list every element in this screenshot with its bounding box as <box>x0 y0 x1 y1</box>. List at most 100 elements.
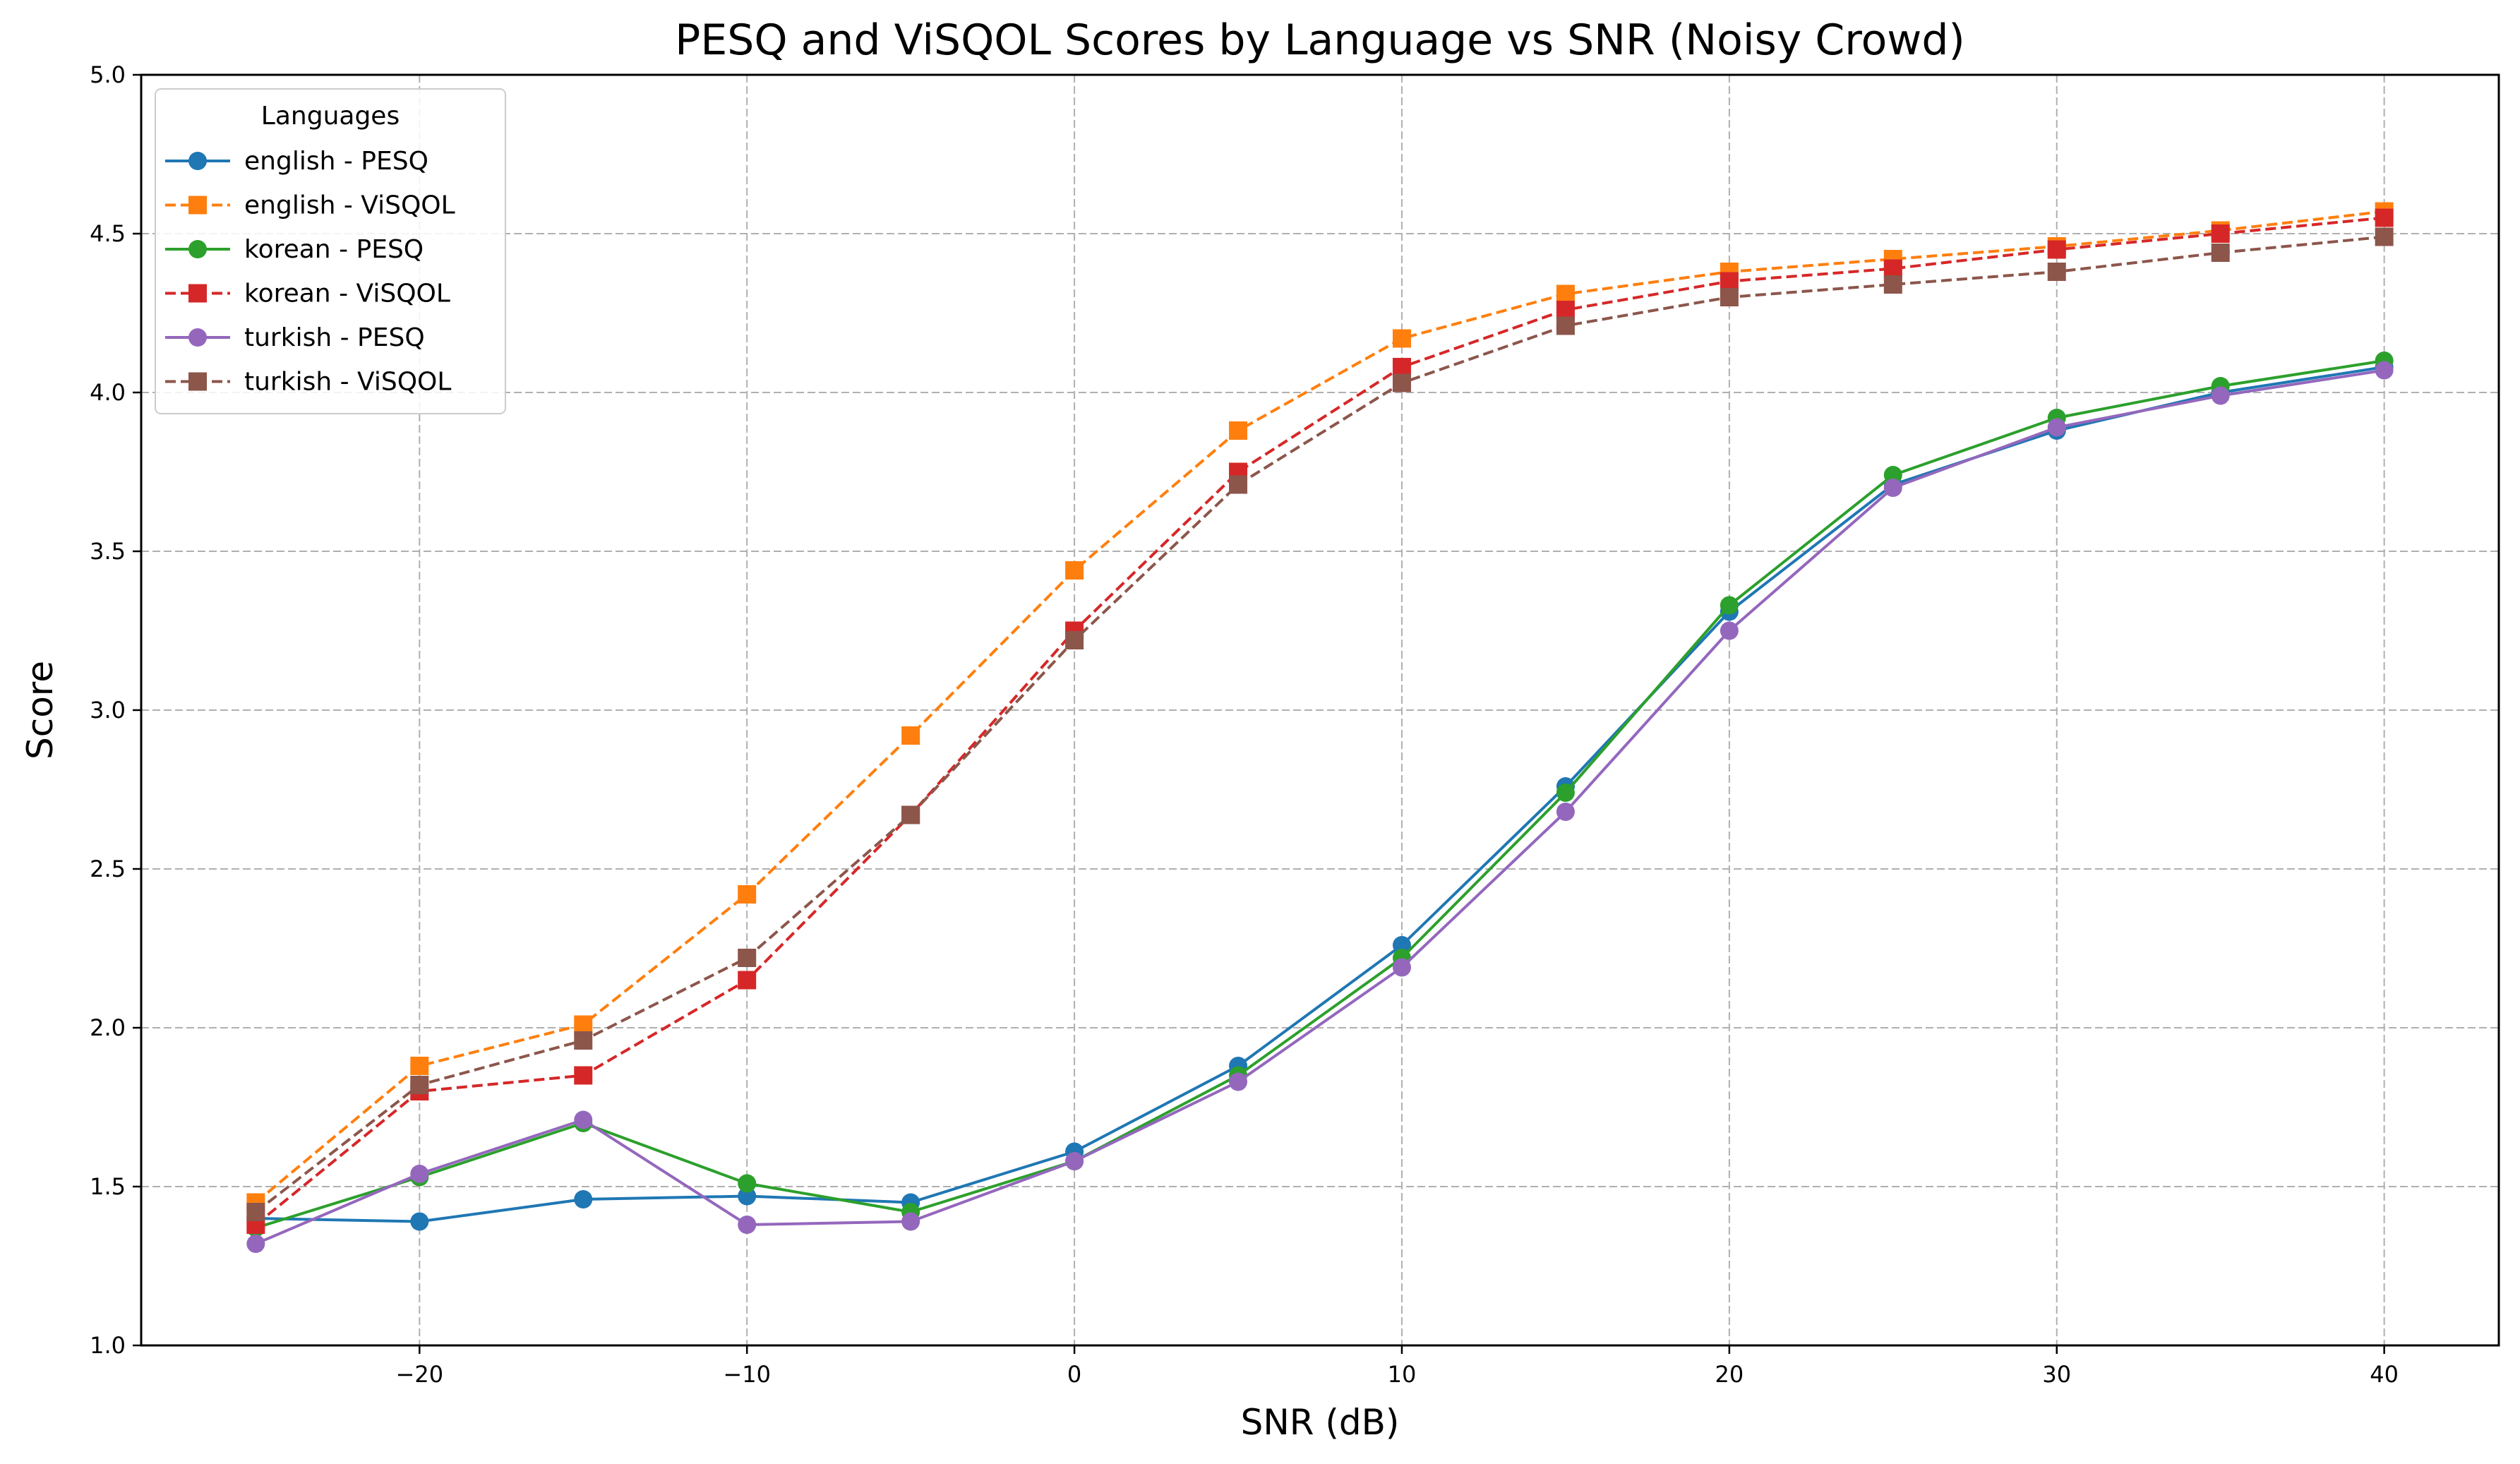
legend-box <box>155 88 506 414</box>
y-tick-label: 4.0 <box>90 379 126 406</box>
data-point <box>738 1174 757 1193</box>
data-point <box>246 1235 265 1253</box>
series-line <box>255 210 2384 1204</box>
x-tick-label: −20 <box>396 1361 444 1388</box>
data-point <box>738 949 757 967</box>
data-point <box>2375 208 2394 227</box>
data-point <box>2375 227 2394 246</box>
data-point <box>1720 288 1739 306</box>
legend-marker <box>188 240 207 258</box>
legend-entry: turkish - PESQ <box>165 323 425 352</box>
y-tick-label: 3.5 <box>90 538 126 565</box>
data-point <box>1720 596 1739 615</box>
ticks: −20 −10 0 10 20 30 40 1.0 1.5 2.0 2.5 3.0 3.5 4.0 4.5 5… <box>90 61 2399 1388</box>
legend-entry: turkish - ViSQOL <box>165 368 451 397</box>
x-tick-label: 30 <box>2042 1361 2071 1388</box>
legend-label: english - ViSQOL <box>244 191 455 220</box>
legend-marker <box>188 152 207 170</box>
data-point <box>246 1203 265 1221</box>
data-point <box>2047 240 2066 259</box>
data-point <box>1392 936 1411 954</box>
data-point <box>1392 329 1411 348</box>
data-point <box>901 1212 920 1231</box>
data-point <box>1883 259 1902 278</box>
data-point <box>1229 421 1248 440</box>
data-point <box>1229 1072 1248 1091</box>
x-tick-label: 0 <box>1067 1361 1081 1388</box>
x-tick-label: 40 <box>2370 1361 2399 1388</box>
data-point <box>1392 373 1411 392</box>
series-line <box>255 235 2384 1213</box>
x-tick-label: 20 <box>1715 1361 1744 1388</box>
data-point <box>901 805 920 824</box>
series-line <box>255 359 2384 1230</box>
data-point <box>1883 275 1902 294</box>
y-tick-label: 5.0 <box>90 61 126 88</box>
data-point <box>2211 244 2230 262</box>
data-point <box>1392 958 1411 977</box>
data-point <box>1720 621 1739 640</box>
legend: Languages english - PESQ english - ViSQOL k… <box>155 88 506 414</box>
data-point <box>1065 631 1084 649</box>
legend-title: Languages <box>261 102 400 131</box>
legend-marker <box>188 284 207 303</box>
data-point <box>1065 1152 1084 1170</box>
data-point <box>410 1165 429 1183</box>
legend-marker <box>188 328 207 347</box>
data-point <box>901 726 920 745</box>
y-tick-label: 1.0 <box>90 1332 126 1359</box>
data-point <box>1065 561 1084 580</box>
series-layer <box>246 202 2394 1253</box>
legend-marker <box>188 372 207 391</box>
data-point <box>2047 263 2066 281</box>
chart-title: PESQ and ViSQOL Scores by Language vs SN… <box>675 16 1965 65</box>
data-point <box>1883 479 1902 497</box>
data-point <box>574 1066 593 1085</box>
series-turkish-visqol <box>246 227 2394 1221</box>
data-point <box>1556 284 1575 304</box>
data-point <box>2375 361 2394 380</box>
series-line <box>255 216 2384 1226</box>
data-point <box>410 1212 429 1231</box>
data-point <box>738 971 757 990</box>
data-point <box>738 1216 757 1234</box>
legend-marker <box>188 196 207 215</box>
y-tick-label: 3.0 <box>90 697 126 724</box>
legend-label: korean - ViSQOL <box>244 280 450 308</box>
series-line <box>255 368 2384 1245</box>
data-point <box>1556 301 1575 319</box>
series-line <box>256 366 2384 1223</box>
x-tick-label: −10 <box>723 1361 771 1388</box>
legend-label: korean - PESQ <box>244 235 424 264</box>
data-point <box>574 1190 593 1208</box>
y-tick-label: 2.0 <box>90 1014 126 1041</box>
data-point <box>738 1187 757 1206</box>
data-point <box>2211 386 2230 405</box>
y-tick-label: 1.5 <box>90 1173 126 1200</box>
data-point <box>574 1031 593 1050</box>
data-point <box>574 1015 593 1034</box>
data-point <box>410 1076 429 1094</box>
data-point <box>1720 272 1739 291</box>
legend-entry: korean - ViSQOL <box>165 280 450 308</box>
data-point <box>410 1057 429 1075</box>
legend-label: english - PESQ <box>244 147 428 176</box>
legend-entry: english - ViSQOL <box>165 191 455 220</box>
series-turkish-pesq <box>246 361 2394 1253</box>
data-point <box>2047 418 2066 437</box>
y-tick-label: 4.5 <box>90 220 126 247</box>
data-point <box>1556 784 1575 802</box>
data-point <box>738 885 757 904</box>
y-axis-label: Score <box>20 661 61 760</box>
series-english-visqol <box>246 202 2394 1212</box>
data-point <box>1229 475 1248 494</box>
legend-label: turkish - ViSQOL <box>244 368 451 397</box>
x-axis-label: SNR (dB) <box>1241 1402 1400 1443</box>
data-point <box>1883 466 1902 484</box>
legend-entry: english - PESQ <box>165 147 428 176</box>
data-point <box>1392 358 1411 376</box>
data-point <box>1556 803 1575 821</box>
y-tick-label: 2.5 <box>90 856 126 882</box>
data-point <box>1556 316 1575 335</box>
